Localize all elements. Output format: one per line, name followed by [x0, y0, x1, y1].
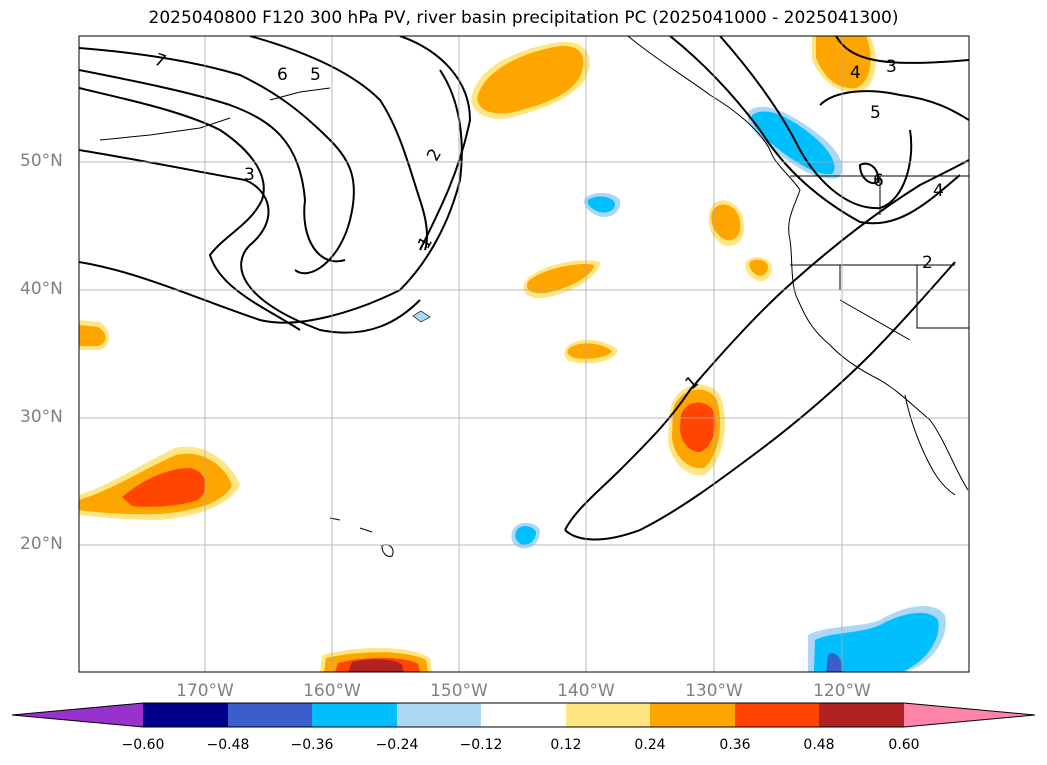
colorbar-segment [481, 703, 566, 727]
colorbar-extend-max [904, 703, 1035, 727]
colorbar [11, 702, 1036, 728]
pv-contour-label: 4 [850, 63, 861, 83]
colorbar-tick: 0.60 [888, 737, 920, 753]
precip-blob [711, 204, 741, 241]
coastline [627, 36, 969, 491]
gridlines [79, 36, 969, 672]
precip-blob [587, 196, 616, 213]
precip-blob [515, 526, 536, 545]
colorbar-tick: −0.60 [121, 737, 165, 753]
pv-contour-label: 4 [933, 181, 944, 201]
colorbar-tick: −0.36 [290, 737, 334, 753]
pv-contour [79, 149, 421, 334]
island [329, 517, 394, 557]
colorbar-tick: 0.24 [634, 737, 666, 753]
colorbar-tick: −0.24 [375, 737, 419, 753]
precip-blob [749, 259, 768, 276]
pv-contour [564, 261, 956, 541]
coastlines [99, 36, 969, 557]
pv-contour-label: 6 [873, 171, 884, 191]
colorbar-segment [650, 703, 735, 727]
longitude-label: 160°W [303, 681, 361, 701]
precip-blob [751, 111, 835, 175]
colorbar-segment [397, 703, 481, 727]
precip-blob [816, 36, 871, 89]
colorbar-tick: 0.48 [803, 737, 835, 753]
pv-contour-label: 2 [922, 253, 933, 273]
pv-contour-label: 1 [414, 233, 437, 252]
latitude-label: 30°N [20, 407, 63, 427]
pv-contour [79, 87, 301, 331]
border [839, 176, 969, 341]
precip-blob [567, 343, 612, 359]
precip-blob [680, 402, 716, 452]
colorbar-tick: −0.12 [459, 737, 503, 753]
colorbar-segment [566, 703, 650, 727]
colorbar-segment [819, 703, 904, 727]
pv-contour-label: 6 [277, 65, 288, 85]
island [99, 117, 231, 141]
map-title: 2025040800 F120 300 hPa PV, river basin … [148, 8, 899, 28]
pv-contour [669, 36, 961, 225]
colorbar-tick: 0.12 [550, 737, 582, 753]
pv-contour-label: 3 [244, 165, 255, 185]
colorbar-extend-min [12, 703, 143, 727]
pv-contour-label: 7 [152, 50, 169, 72]
colorbar-segment [143, 703, 228, 727]
precip-blob [477, 45, 584, 114]
longitude-label: 170°W [176, 681, 234, 701]
precip-blob [526, 264, 594, 294]
pv-contour [564, 159, 969, 531]
precip-blob [79, 325, 106, 346]
precip-blob [122, 468, 206, 507]
latitude-label: 40°N [20, 279, 63, 299]
precip-blob [814, 612, 939, 672]
pv-contour [819, 90, 969, 121]
pv-contour-label: 3 [886, 57, 897, 77]
precip-blob [348, 659, 404, 672]
latitude-label: 20°N [20, 534, 63, 554]
longitude-label: 130°W [685, 681, 743, 701]
colorbar-segment [312, 703, 397, 727]
pv-contour [79, 69, 463, 324]
longitude-label: 120°W [813, 681, 871, 701]
pv-contours [79, 36, 969, 541]
pv-contour [249, 36, 429, 251]
pv-contour [79, 47, 355, 275]
pv-contour [399, 36, 472, 251]
pv-contour [79, 69, 346, 263]
pv-contour-label: 5 [870, 103, 881, 123]
precip-blob [826, 653, 842, 672]
pv-contour [858, 162, 880, 184]
colorbar-outline [11, 702, 1036, 728]
longitude-label: 150°W [430, 681, 488, 701]
coastline [904, 394, 956, 496]
pv-contour [719, 36, 913, 210]
colorbar-tick: 0.36 [719, 737, 751, 753]
map-frame [78, 35, 970, 673]
precip-blob [412, 310, 431, 323]
pv-contour-label: 5 [310, 65, 321, 85]
colorbar-tick: −0.48 [206, 737, 250, 753]
latitude-label: 50°N [20, 151, 63, 171]
colorbar-segment [228, 703, 312, 727]
colorbar-segment [735, 703, 819, 727]
longitude-label: 140°W [557, 681, 615, 701]
precip-shading [79, 36, 946, 672]
